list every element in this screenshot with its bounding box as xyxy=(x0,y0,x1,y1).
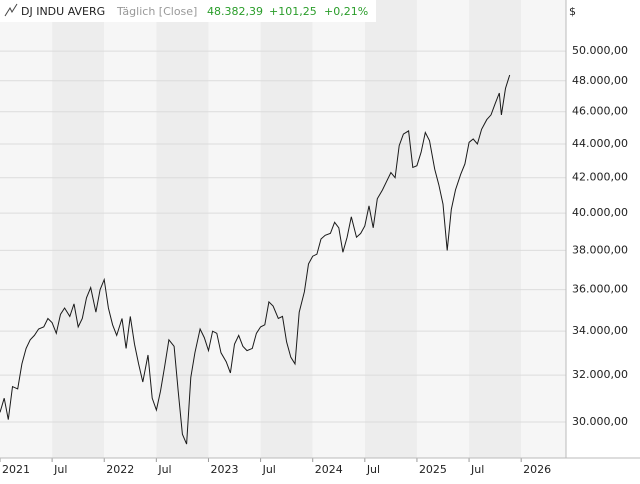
y-tick-label: 36.000,00 xyxy=(572,283,628,296)
period-band xyxy=(364,0,417,458)
change-pct: +0,21% xyxy=(324,5,368,18)
y-tick-label: 48.000,00 xyxy=(572,74,628,87)
y-tick-label: 40.000,00 xyxy=(572,206,628,219)
y-tick-label: 46.000,00 xyxy=(572,105,628,118)
header-box xyxy=(0,0,376,22)
x-tick-label: 2023 xyxy=(210,463,238,476)
last-price: 48.382,39 xyxy=(207,5,263,18)
x-tick-label: Jul xyxy=(262,463,276,476)
price-line xyxy=(0,74,511,445)
period-band xyxy=(260,0,313,458)
x-tick-label: 2024 xyxy=(315,463,343,476)
period-band xyxy=(104,0,157,458)
line-icon xyxy=(4,3,18,17)
x-tick-label: 2026 xyxy=(523,463,551,476)
period-band xyxy=(156,0,209,458)
interval: Täglich [Close] xyxy=(116,5,197,18)
period-band xyxy=(208,0,261,458)
instrument-name: DJ INDU AVERG xyxy=(21,5,105,18)
x-tick-label: Jul xyxy=(157,463,171,476)
y-tick-label: 32.000,00 xyxy=(572,368,628,381)
period-band xyxy=(0,0,53,458)
change: +101,25 xyxy=(269,5,317,18)
y-tick-label: 38.000,00 xyxy=(572,243,628,256)
x-tick-label: Jul xyxy=(53,463,67,476)
y-tick-label: 42.000,00 xyxy=(572,171,628,184)
period-band xyxy=(521,0,566,458)
y-tick-label: 30.000,00 xyxy=(572,415,628,428)
x-tick-label: Jul xyxy=(470,463,484,476)
period-band xyxy=(416,0,470,458)
x-tick-label: 2021 xyxy=(2,463,30,476)
x-tick-label: 2025 xyxy=(419,463,447,476)
currency: $ xyxy=(569,5,576,18)
y-tick-label: 44.000,00 xyxy=(572,137,628,150)
period-band xyxy=(469,0,522,458)
period-band xyxy=(52,0,105,458)
x-tick-label: 2022 xyxy=(106,463,134,476)
y-tick-label: 50.000,00 xyxy=(572,44,628,57)
x-tick-label: Jul xyxy=(366,463,380,476)
y-tick-label: 34.000,00 xyxy=(572,324,628,337)
